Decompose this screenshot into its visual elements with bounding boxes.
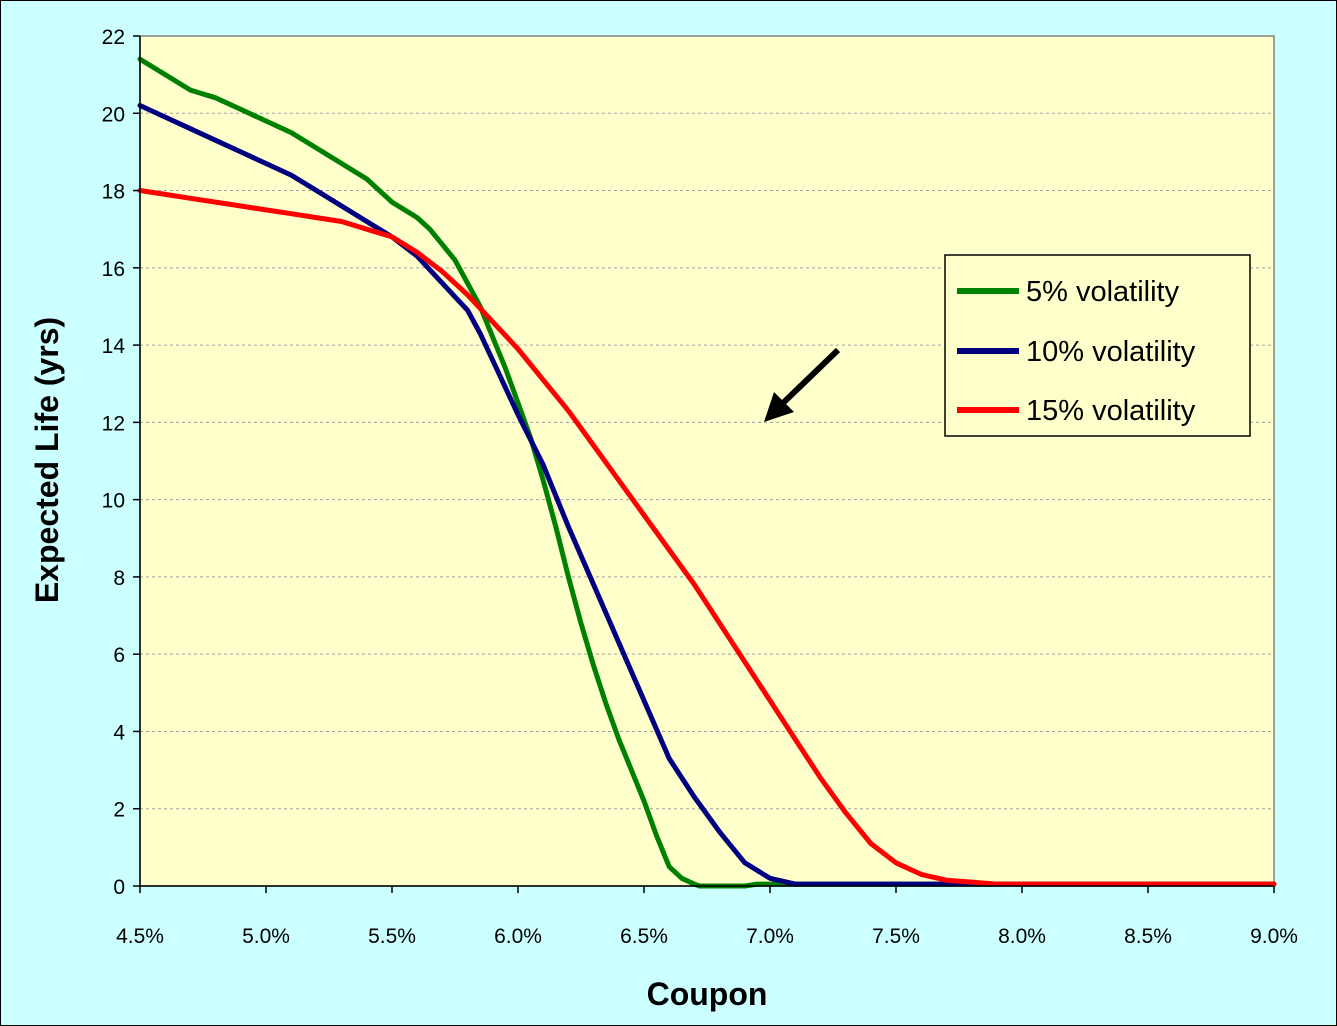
x-tick-label: 5.5% <box>368 925 416 948</box>
series-line-10pct <box>137 103 1277 887</box>
y-tick-label: 20 <box>102 103 125 126</box>
plot-area <box>139 35 1275 887</box>
legend-label-5pct: 5% volatility <box>1026 276 1180 308</box>
y-tick-label: 22 <box>102 26 125 49</box>
legend-box <box>944 254 1251 437</box>
x-tick-label: 6.5% <box>620 925 668 948</box>
axes <box>133 35 1275 893</box>
y-tick-label: 6 <box>113 644 125 667</box>
y-tick-label: 12 <box>102 412 125 435</box>
y-tick-label: 0 <box>113 876 125 899</box>
y-tick-label: 2 <box>113 799 125 822</box>
x-tick-label: 6.0% <box>494 925 542 948</box>
y-tick-label: 4 <box>113 721 125 744</box>
x-tick-label: 7.5% <box>872 925 920 948</box>
y-tick-label: 14 <box>102 335 126 358</box>
x-tick-label: 4.5% <box>116 925 164 948</box>
y-tick-label: 8 <box>113 567 125 590</box>
legend-label-10pct: 10% volatility <box>1026 336 1196 368</box>
x-axis-title: Coupon <box>647 976 768 1012</box>
x-tick-label: 8.0% <box>998 925 1046 948</box>
x-tick-label: 5.0% <box>242 925 290 948</box>
x-tick-label: 9.0% <box>1250 925 1298 948</box>
arrow-annotation-shaft <box>779 347 841 407</box>
y-tick-label: 10 <box>102 490 125 513</box>
annotation-layer <box>764 347 841 422</box>
tick-labels: 0 2 4 6 8 10 12 14 16 18 20 22 4.5% 5.0% 5.5% 6.0% 6.5% 7… <box>102 26 1298 948</box>
legend: 5% volatility 10% volatility 15% volatil… <box>944 254 1251 437</box>
y-axis-title: Expected Life (yrs) <box>29 317 65 603</box>
arrow-annotation-head <box>764 392 794 422</box>
legend-label-15pct: 15% volatility <box>1026 395 1196 427</box>
x-tick-label: 8.5% <box>1124 925 1172 948</box>
y-tick-label: 18 <box>102 181 125 204</box>
x-tick-label: 7.0% <box>746 925 794 948</box>
y-tick-label: 16 <box>102 258 125 281</box>
series-line-15pct <box>137 188 1277 887</box>
